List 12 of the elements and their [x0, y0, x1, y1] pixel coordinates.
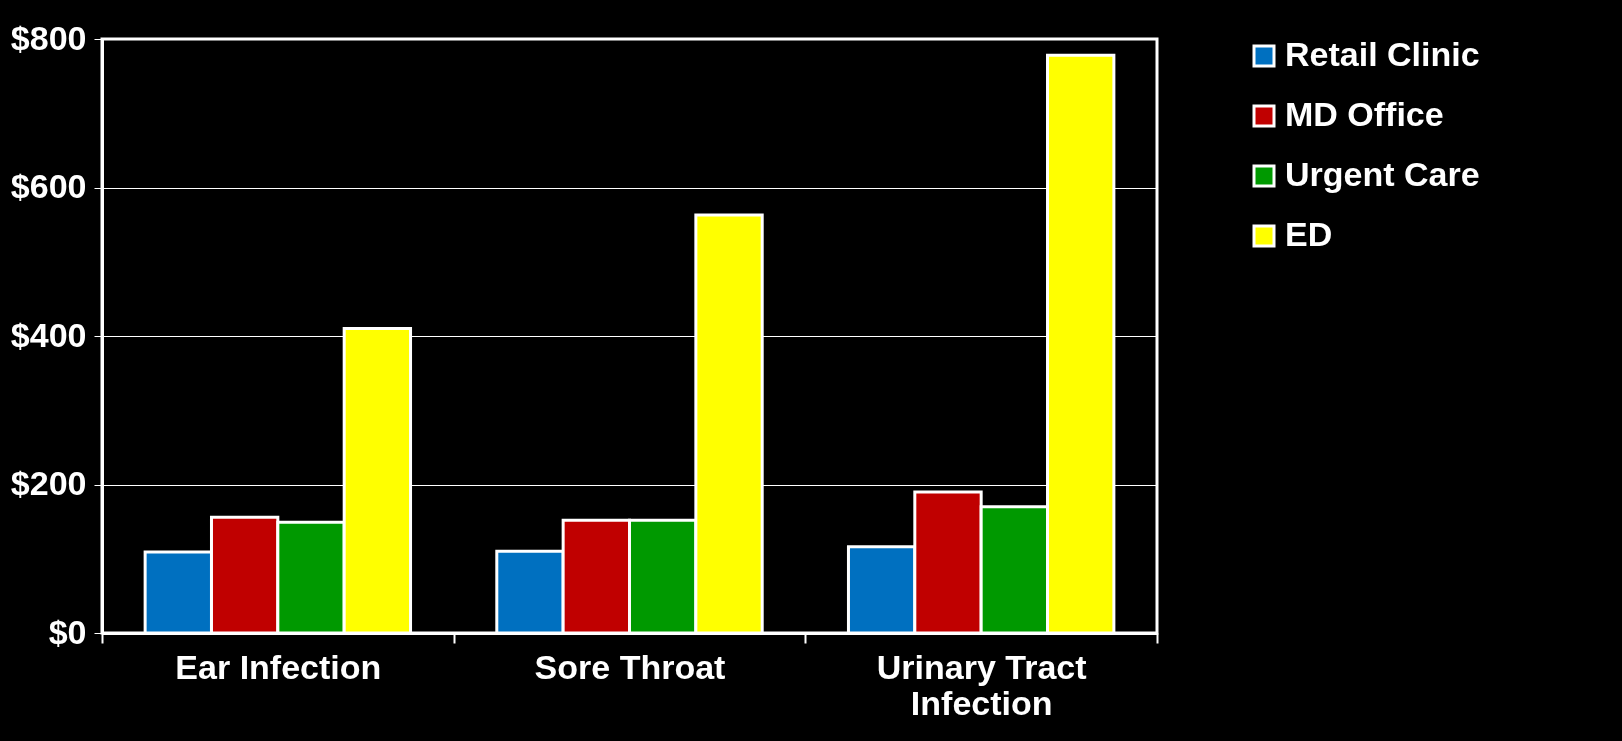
legend-label: ED	[1285, 215, 1333, 253]
y-tick-label: $0	[48, 612, 87, 651]
y-tick-label: $600	[10, 167, 87, 205]
x-tick-label: Ear Infection	[175, 647, 382, 686]
legend-label: Retail Clinic	[1285, 35, 1480, 73]
y-tick-label: $800	[10, 18, 87, 57]
x-tick-label: Urinary Tract Infection	[876, 647, 1087, 722]
y-tick-label: $200	[10, 464, 87, 502]
legend-label: Urgent Care	[1285, 155, 1480, 193]
legend-label: MD Office	[1285, 95, 1444, 133]
x-tick-label: Sore Throat	[534, 647, 726, 686]
y-tick-label: $400	[10, 315, 87, 354]
